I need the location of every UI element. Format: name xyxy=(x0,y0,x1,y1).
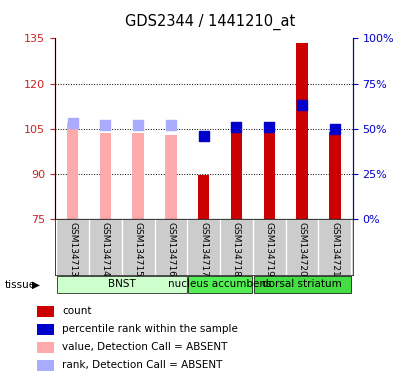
Bar xyxy=(329,132,341,219)
Text: count: count xyxy=(62,306,92,316)
Bar xyxy=(37,324,55,335)
Point xyxy=(135,122,142,128)
Point xyxy=(69,120,76,126)
Point xyxy=(168,122,174,128)
Point xyxy=(299,102,305,108)
Point xyxy=(233,124,240,130)
Text: GSM134717: GSM134717 xyxy=(199,222,208,276)
Bar xyxy=(198,175,210,219)
Bar xyxy=(231,130,242,219)
Text: percentile rank within the sample: percentile rank within the sample xyxy=(62,324,238,334)
Text: GSM134718: GSM134718 xyxy=(232,222,241,276)
Text: rank, Detection Call = ABSENT: rank, Detection Call = ABSENT xyxy=(62,360,222,370)
Text: GSM134716: GSM134716 xyxy=(166,222,176,276)
Bar xyxy=(132,133,144,219)
Text: GSM134720: GSM134720 xyxy=(297,222,307,276)
Bar xyxy=(296,43,308,219)
Bar xyxy=(67,122,79,219)
Bar xyxy=(188,276,252,293)
Point xyxy=(266,124,273,130)
Text: dorsal striatum: dorsal striatum xyxy=(262,279,342,289)
Bar xyxy=(254,276,351,293)
Text: ▶: ▶ xyxy=(32,280,40,290)
Text: tissue: tissue xyxy=(4,280,35,290)
Bar xyxy=(165,135,177,219)
Bar xyxy=(37,306,55,316)
Text: GSM134715: GSM134715 xyxy=(134,222,143,276)
Bar xyxy=(37,360,55,371)
Text: GDS2344 / 1441210_at: GDS2344 / 1441210_at xyxy=(125,13,295,30)
Text: GSM134713: GSM134713 xyxy=(68,222,77,276)
Text: GSM134719: GSM134719 xyxy=(265,222,274,276)
Bar xyxy=(37,342,55,353)
Point xyxy=(200,133,207,139)
Bar xyxy=(263,127,275,219)
Text: nucleus accumbens: nucleus accumbens xyxy=(168,279,272,289)
Text: value, Detection Call = ABSENT: value, Detection Call = ABSENT xyxy=(62,342,227,352)
Text: GSM134721: GSM134721 xyxy=(330,222,339,276)
Point xyxy=(102,122,109,128)
Bar xyxy=(57,276,186,293)
Text: GSM134714: GSM134714 xyxy=(101,222,110,276)
Text: BNST: BNST xyxy=(108,279,136,289)
Bar xyxy=(100,133,111,219)
Point xyxy=(331,126,338,132)
